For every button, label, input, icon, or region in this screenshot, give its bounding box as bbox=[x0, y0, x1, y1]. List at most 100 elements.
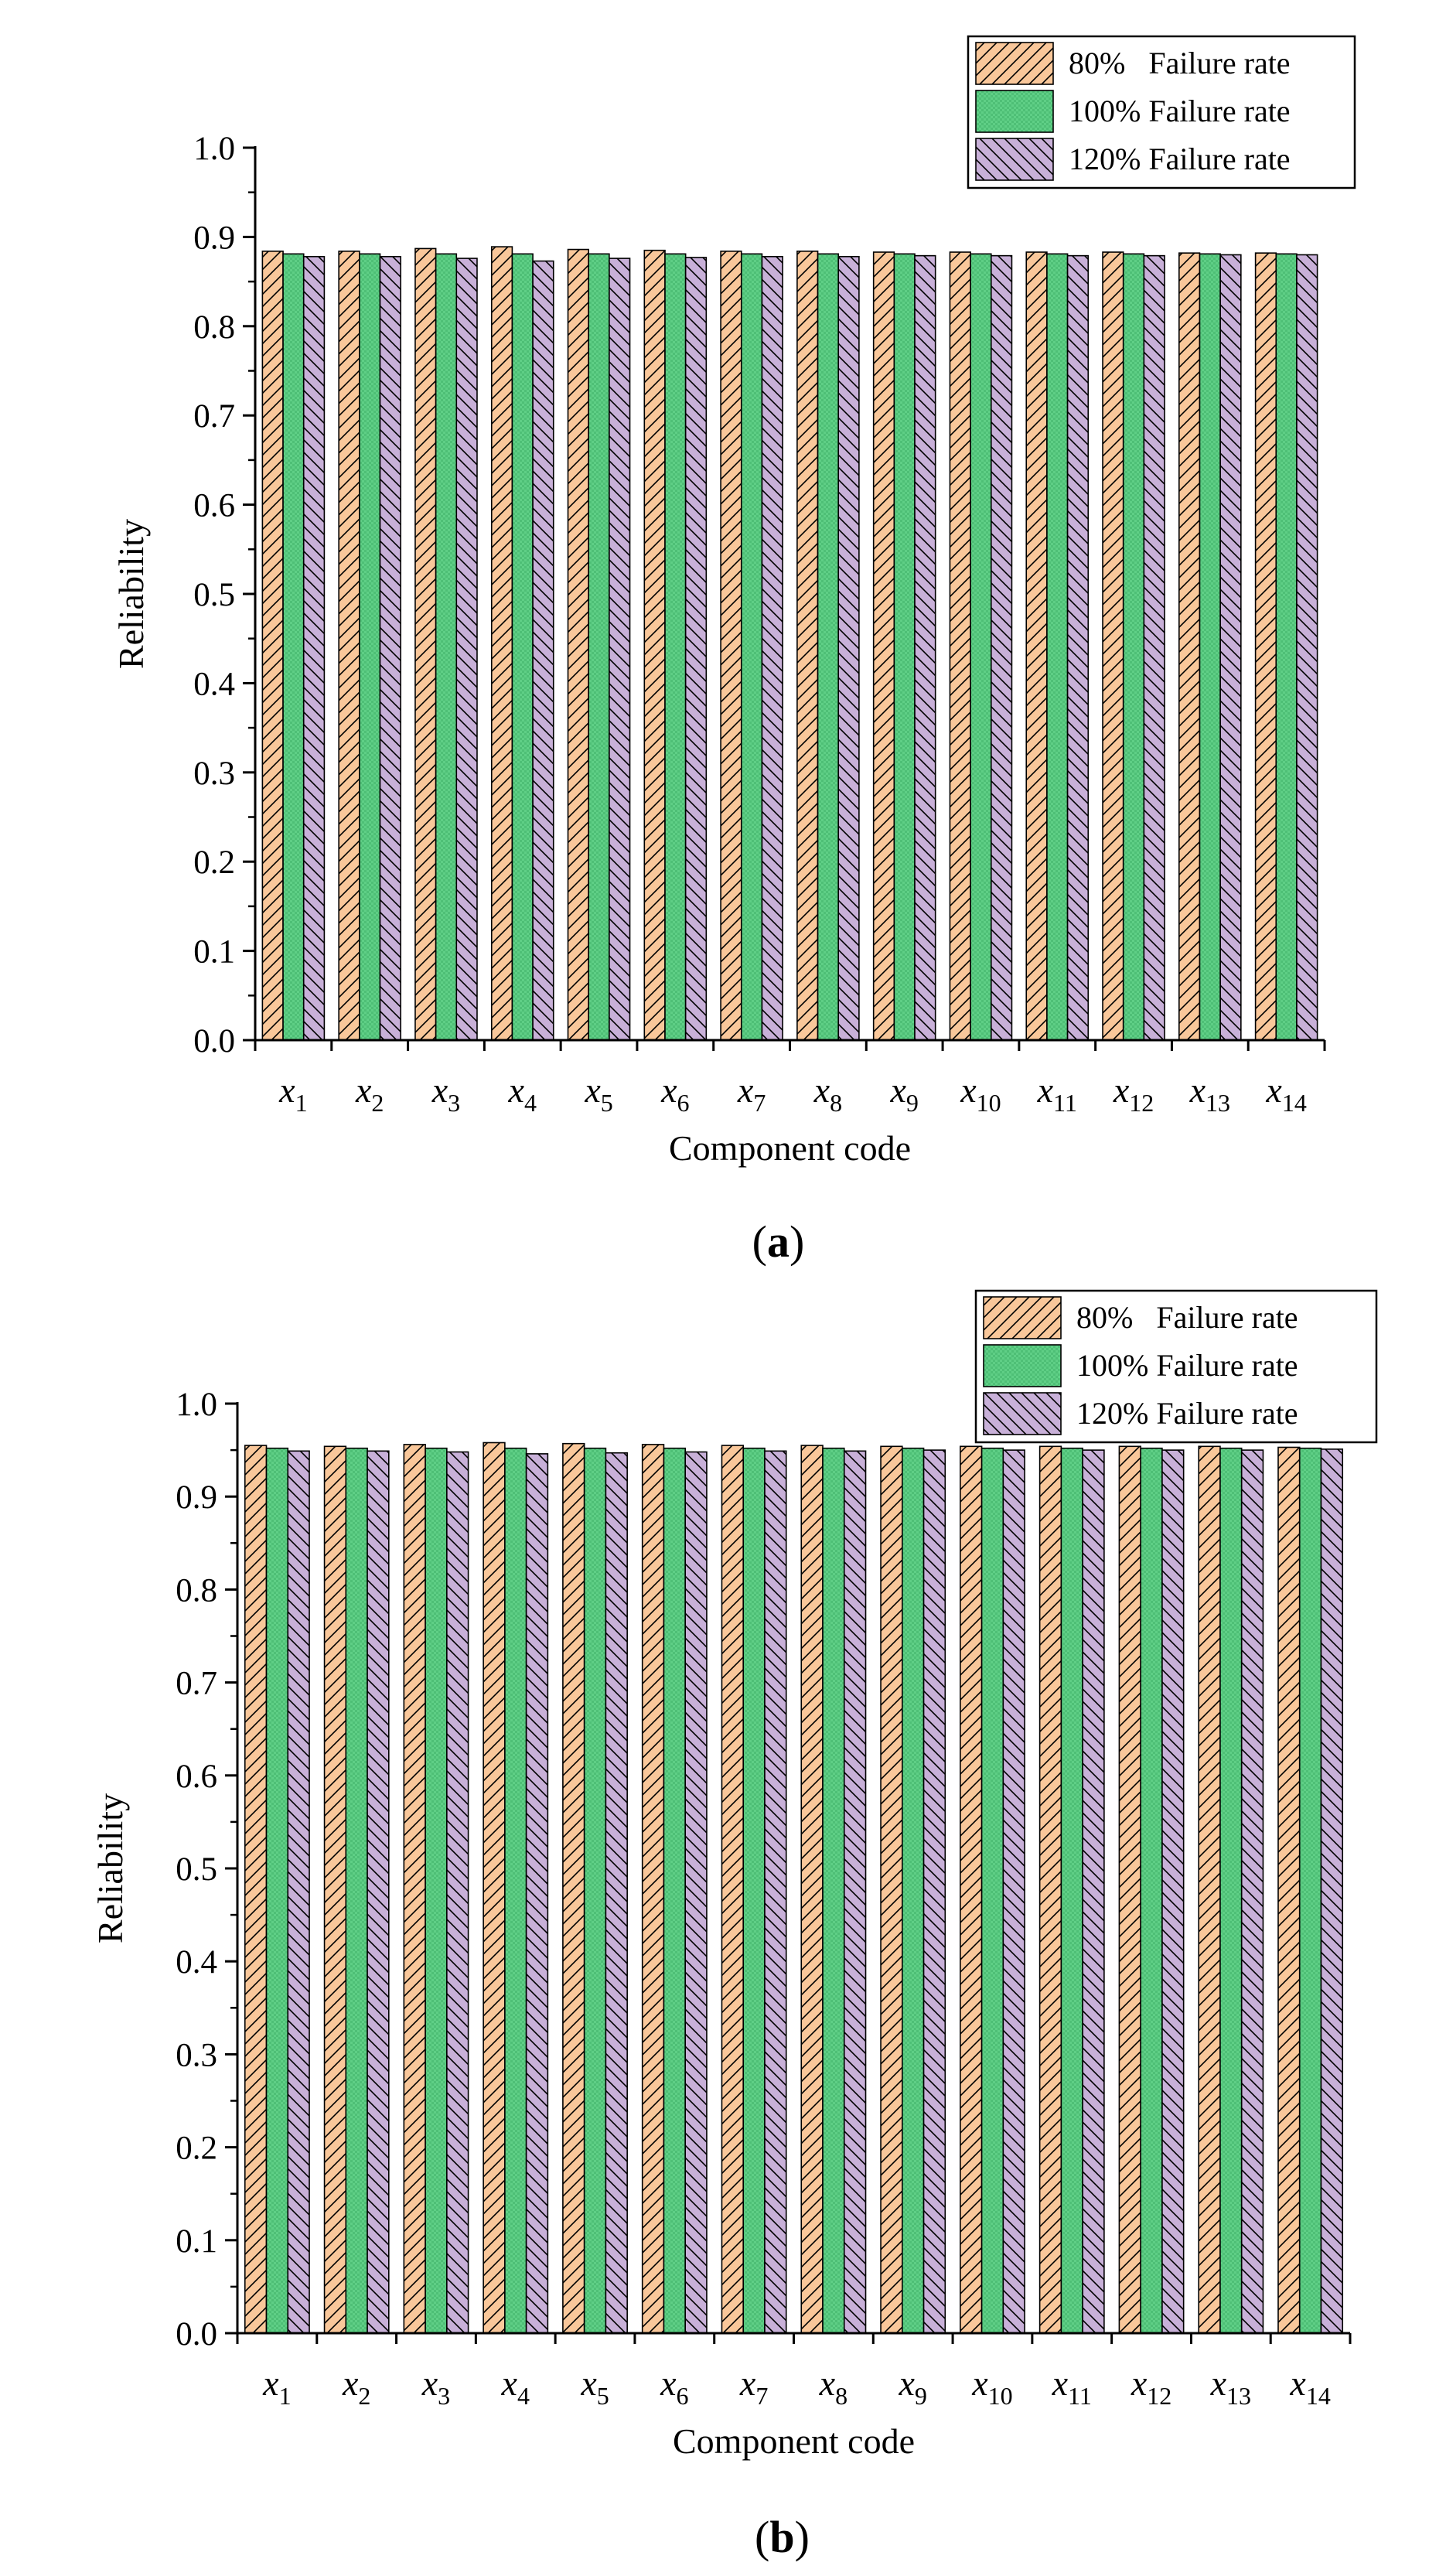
bar-outline-x13 bbox=[1198, 1445, 1221, 2334]
x-tick-label-x7: x7 bbox=[737, 1070, 766, 1117]
y-tick-label: 0.1 bbox=[176, 2223, 217, 2260]
bar-outline-x8 bbox=[796, 251, 819, 1041]
legend-swatch-outline bbox=[975, 90, 1054, 133]
bar-outline-x14 bbox=[1320, 1448, 1344, 2334]
bar-outline-x1 bbox=[287, 1450, 310, 2334]
bar-outline-x4 bbox=[532, 260, 554, 1041]
x-tick-label-x11: x11 bbox=[1052, 2363, 1092, 2410]
x-tick-label-x5: x5 bbox=[584, 1070, 612, 1117]
bar-outline-x3 bbox=[414, 247, 437, 1041]
x-tick-label-x4: x4 bbox=[508, 1070, 537, 1117]
bar-outline-x9 bbox=[872, 251, 895, 1041]
y-axis-ticks: 0.0 0.1 0.2 0.3 0.4 0.5 0.6 0.7 0.8 0.9 1.0 bbox=[193, 131, 255, 1059]
bar-outline-x1 bbox=[244, 1445, 268, 2334]
x-tick-label-x13: x13 bbox=[1210, 2363, 1251, 2410]
bar-outline-x7 bbox=[720, 251, 742, 1041]
bar-outline-x3 bbox=[425, 1447, 448, 2334]
bar-outline-x5 bbox=[583, 1447, 607, 2334]
bar-outline-x5 bbox=[567, 248, 589, 1041]
legend-swatch-outline bbox=[975, 42, 1054, 85]
x-axis-ticks: x1 x2 x3 x4 x5 x6 x7 x8 x9 x10 x11 x12 x13 x14 bbox=[254, 1040, 1326, 1117]
bar-outline-x7 bbox=[742, 1447, 766, 2334]
x-tick-label-x13: x13 bbox=[1189, 1070, 1230, 1117]
bar-outline-x1 bbox=[265, 1447, 289, 2334]
bar-outline-x10 bbox=[970, 253, 992, 1041]
legend-label: 120% Failure rate bbox=[1069, 142, 1291, 176]
bar-outline-x9 bbox=[880, 1445, 903, 2334]
bar-outline-x4 bbox=[483, 1442, 506, 2334]
y-tick-label: 0.0 bbox=[193, 1023, 235, 1059]
bar-outline-x9 bbox=[914, 254, 936, 1041]
bar-outline-x6 bbox=[641, 1444, 665, 2334]
bar-outline-x2 bbox=[323, 1445, 347, 2334]
bar-outline-x14 bbox=[1296, 254, 1318, 1041]
bar-outline-x3 bbox=[403, 1444, 426, 2334]
bar-outline-x11 bbox=[1038, 1445, 1062, 2334]
bar-outline-x10 bbox=[1002, 1449, 1025, 2334]
legend-swatch-outline bbox=[975, 138, 1054, 181]
y-tick-label: 0.4 bbox=[193, 666, 235, 702]
bar-outline-x2 bbox=[367, 1450, 390, 2334]
x-tick-label-x12: x12 bbox=[1113, 1070, 1154, 1117]
bar-outline-x1 bbox=[302, 255, 326, 1041]
bar-outline-x11 bbox=[1066, 254, 1090, 1041]
x-tick-label-x14: x14 bbox=[1289, 2363, 1330, 2410]
bar-outline-x4 bbox=[525, 1453, 549, 2334]
legend-label: 100% Failure rate bbox=[1069, 94, 1291, 128]
x-tick-label-x10: x10 bbox=[960, 1070, 1001, 1117]
bar-outline-x8 bbox=[817, 253, 840, 1041]
bar-outline-x3 bbox=[435, 253, 458, 1041]
y-axis-ticks: 0.0 0.1 0.2 0.3 0.4 0.5 0.6 0.7 0.8 0.9 1.0 bbox=[176, 1387, 237, 2353]
bar-outline-x11 bbox=[1060, 1447, 1083, 2334]
x-tick-label-x6: x6 bbox=[660, 2363, 688, 2410]
y-axis-title: Reliability bbox=[90, 1793, 130, 1943]
legend: 80% Failure rate 100% Failure rate 120% Fa… bbox=[974, 1289, 1378, 1444]
x-tick-label-x11: x11 bbox=[1037, 1070, 1077, 1117]
bar-outline-x6 bbox=[684, 257, 708, 1041]
bar-outline-x6 bbox=[643, 249, 666, 1041]
bar-outline-x8 bbox=[800, 1445, 824, 2334]
x-axis-title: Component code bbox=[669, 1128, 911, 1168]
bar-outline-x14 bbox=[1298, 1447, 1322, 2334]
bar-outline-x12 bbox=[1102, 251, 1124, 1041]
bar-outline-x5 bbox=[609, 258, 631, 1041]
bar-outline-x9 bbox=[902, 1447, 925, 2334]
y-tick-label: 0.3 bbox=[176, 2037, 217, 2073]
x-tick-label-x3: x3 bbox=[421, 2363, 450, 2410]
y-tick-label: 1.0 bbox=[176, 1387, 217, 1423]
x-tick-label-x9: x9 bbox=[898, 2363, 926, 2410]
y-tick-label: 0.2 bbox=[193, 844, 235, 881]
bar-outline-x7 bbox=[764, 1450, 787, 2334]
y-tick-label: 0.5 bbox=[176, 1851, 217, 1888]
bar-outline-x14 bbox=[1254, 252, 1277, 1041]
bar-outline-x5 bbox=[605, 1452, 628, 2334]
x-axis-ticks: x1 x2 x3 x4 x5 x6 x7 x8 x9 x10 x11 x12 x13 x14 bbox=[236, 2333, 1352, 2410]
x-tick-label-x2: x2 bbox=[355, 1070, 384, 1117]
bar-outline-x4 bbox=[511, 253, 534, 1041]
bar-outline-x7 bbox=[721, 1445, 745, 2334]
bar-outline-x10 bbox=[949, 251, 971, 1041]
bar-outline-x11 bbox=[1025, 251, 1048, 1041]
bar-outline-x2 bbox=[359, 253, 381, 1041]
bar-outline-x2 bbox=[345, 1447, 368, 2334]
y-tick-label: 0.9 bbox=[176, 1479, 217, 1516]
y-axis-title: Reliability bbox=[111, 519, 151, 669]
bar-outline-x14 bbox=[1277, 1446, 1301, 2334]
y-tick-label: 1.0 bbox=[193, 131, 235, 167]
bars-group bbox=[244, 1442, 1344, 2334]
bar-outline-x3 bbox=[455, 258, 478, 1041]
bar-outline-x4 bbox=[490, 246, 513, 1041]
bar-outline-x10 bbox=[991, 254, 1013, 1041]
bar-outline-x1 bbox=[261, 251, 284, 1041]
bar-outline-x12 bbox=[1140, 1447, 1163, 2334]
bar-outline-x6 bbox=[684, 1451, 708, 2334]
bar-outline-x12 bbox=[1161, 1449, 1185, 2334]
legend-label: 80% Failure rate bbox=[1069, 46, 1291, 80]
legend: 80% Failure rate 100% Failure rate 120% Fa… bbox=[967, 35, 1356, 189]
x-tick-label-x5: x5 bbox=[580, 2363, 609, 2410]
y-tick-label: 0.8 bbox=[176, 1572, 217, 1609]
y-tick-label: 0.7 bbox=[176, 1666, 217, 1702]
x-tick-label-x12: x12 bbox=[1131, 2363, 1171, 2410]
y-tick-label: 0.4 bbox=[176, 1944, 217, 1981]
bar-outline-x5 bbox=[588, 253, 610, 1041]
